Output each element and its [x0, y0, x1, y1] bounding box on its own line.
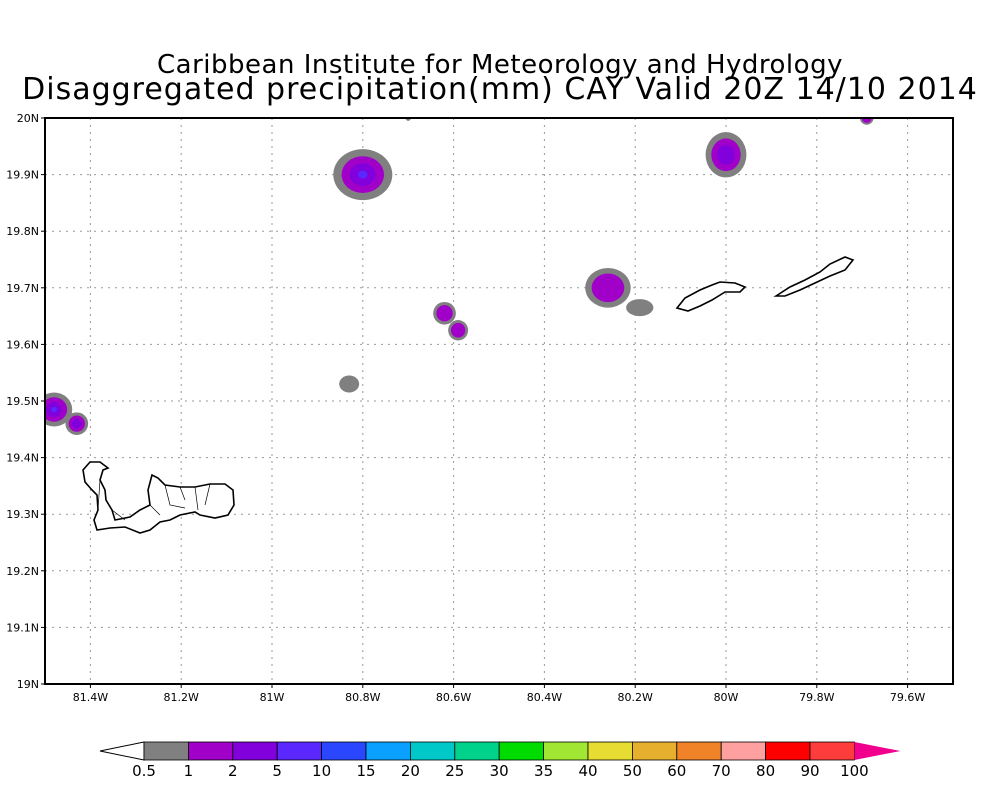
colorbar-label: 70 [712, 762, 731, 780]
colorbar-label: 25 [445, 762, 464, 780]
colorbar-label: 100 [840, 762, 869, 780]
precip-contour-5 [358, 170, 368, 179]
precip-contour-0.5 [626, 299, 654, 317]
lat-tick-label: 19.7N [6, 282, 39, 295]
colorbar-swatch [365, 741, 411, 761]
cayman-brac-outline [773, 256, 855, 297]
colorbar-label: 90 [800, 762, 819, 780]
lon-tick-label: 81W [260, 691, 285, 704]
colorbar-swatch [276, 741, 323, 761]
grid-lines [45, 118, 953, 684]
lat-tick-label: 19.2N [6, 565, 39, 578]
grand-cayman-districts [97, 479, 211, 521]
colorbar-label: 2 [228, 762, 238, 780]
colorbar-swatch [498, 741, 545, 761]
colorbar-swatch [720, 741, 767, 761]
lat-tick-label: 19.3N [6, 508, 39, 521]
colorbar-label: 80 [756, 762, 775, 780]
lat-tick-label: 19.1N [6, 621, 39, 634]
colorbar: 0.5 1 2 5 10 15 20 25 30 35 40 50 60 70 80 90 100 [99, 741, 901, 780]
colorbar-swatch [143, 741, 189, 761]
precip-contour-1 [861, 118, 872, 123]
colorbar-swatch [809, 741, 855, 761]
lat-tick-label: 19.8N [6, 225, 39, 238]
lat-tick-label: 19.6N [6, 338, 39, 351]
colorbar-label: 0.5 [132, 762, 156, 780]
colorbar-label: 40 [578, 762, 597, 780]
lon-tick-label: 80.8W [345, 691, 380, 704]
precip-contour-2 [717, 144, 735, 165]
lon-tick-label: 80W [714, 691, 739, 704]
colorbar-label: 35 [534, 762, 553, 780]
colorbar-label: 50 [623, 762, 642, 780]
lat-tick-label: 19.9N [6, 169, 39, 182]
lon-tick-label: 80.6W [436, 691, 471, 704]
lon-tick-label: 81.2W [164, 691, 199, 704]
colorbar-label: 1 [184, 762, 194, 780]
grand-cayman-outline [82, 461, 235, 534]
colorbar-label: 10 [312, 762, 331, 780]
precip-contour-1 [436, 305, 453, 322]
precip-cells [45, 118, 874, 435]
lon-tick-label: 80.2W [618, 691, 653, 704]
precip-contour-5 [51, 406, 57, 413]
lon-tick-label: 79.8W [799, 691, 834, 704]
lon-tick-label: 79.6W [890, 691, 925, 704]
lat-tick-label: 19N [17, 678, 39, 691]
colorbar-swatch [321, 741, 367, 761]
colorbar-label: 20 [401, 762, 420, 780]
precip-contour-0.5 [339, 375, 360, 393]
islands [82, 256, 855, 534]
colorbar-swatch [454, 741, 500, 761]
colorbar-swatch [765, 741, 811, 761]
colorbar-label: 60 [667, 762, 686, 780]
colorbar-swatch [543, 741, 589, 761]
title-product: Disaggregated precipitation(mm) CAY Vali… [22, 72, 978, 107]
colorbar-swatch [676, 741, 722, 761]
axis-labels: 20N 19.9N 19.8N 19.7N 19.6N 19.5N 19.4N 19.3N 19… [6, 112, 925, 704]
colorbar-label: 30 [490, 762, 509, 780]
lon-tick-label: 81.4W [73, 691, 108, 704]
colorbar-swatch [409, 741, 456, 761]
colorbar-upper-arrow [854, 742, 901, 760]
lat-tick-label: 20N [17, 112, 39, 125]
title-institute: Caribbean Institute for Meteorology and … [157, 50, 843, 80]
colorbar-swatch [632, 741, 678, 761]
colorbar-swatch [232, 741, 278, 761]
colorbar-swatch [187, 741, 234, 761]
colorbar-swatch [587, 741, 633, 761]
precip-contour-2 [71, 418, 82, 429]
lon-tick-label: 80.4W [527, 691, 562, 704]
colorbar-lower-arrow [99, 741, 145, 761]
lat-tick-label: 19.4N [6, 452, 39, 465]
little-cayman-outline [675, 281, 747, 312]
precip-contour-1 [450, 322, 466, 338]
colorbar-label: 15 [356, 762, 375, 780]
colorbar-label: 5 [272, 762, 282, 780]
lat-tick-label: 19.5N [6, 395, 39, 408]
precip-contour-1 [591, 273, 625, 303]
